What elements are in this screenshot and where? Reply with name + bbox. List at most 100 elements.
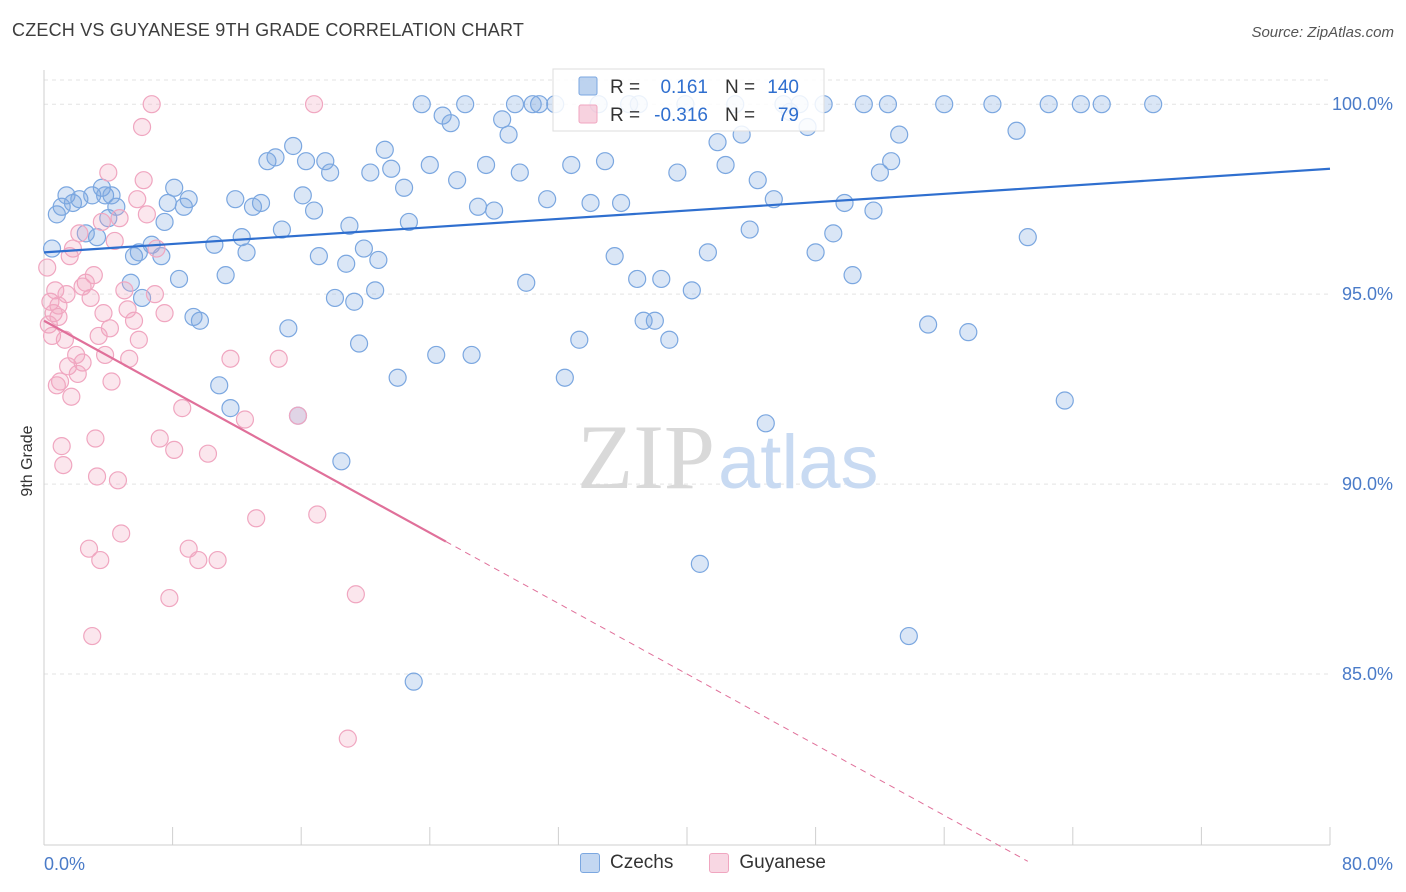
czech-point: [293, 186, 312, 205]
czech-point: [570, 330, 589, 349]
czech-point: [121, 273, 140, 292]
x-tick-label-end: 80.0%: [1342, 854, 1393, 874]
guyanese-point: [87, 467, 107, 486]
guyanese-point: [142, 95, 161, 114]
legend-swatch-czechs-top: [578, 76, 598, 96]
czech-point: [748, 171, 767, 190]
czech-point: [337, 254, 356, 273]
czech-point: [366, 281, 385, 300]
czech-point: [456, 95, 475, 114]
czech-point: [959, 323, 978, 342]
guyanese-point: [346, 585, 365, 604]
czech-point: [824, 224, 843, 243]
legend-r-label: R =: [610, 77, 640, 98]
legend-swatch-guyanese-top: [578, 104, 598, 124]
guyanese-point: [208, 550, 227, 570]
czech-point: [210, 376, 229, 395]
legend-box: R = 0.161 N = 140 R = -0.316 N = 79: [552, 68, 825, 132]
legend-item-guyanese: Guyanese: [709, 852, 826, 874]
czech-point: [562, 155, 581, 175]
czech-point: [179, 190, 198, 209]
trend-lines: [43, 167, 1331, 862]
czech-point: [399, 212, 419, 232]
czech-point: [332, 452, 351, 471]
guyanese-point: [52, 437, 71, 456]
czech-point: [375, 140, 394, 159]
guyanese-point: [269, 349, 288, 368]
czech-point: [708, 133, 727, 152]
legend-swatch-guyanese: [709, 853, 730, 873]
guyanese-point: [84, 266, 103, 285]
guyanese-point: [155, 304, 174, 323]
czech-point: [107, 197, 126, 216]
czech-point: [595, 152, 615, 171]
grid-lines: [44, 79, 1330, 675]
czech-point: [412, 95, 431, 114]
czech-point: [668, 163, 687, 182]
czech-point: [1071, 95, 1090, 114]
czech-point: [102, 186, 121, 205]
czech-point: [272, 220, 292, 239]
guyanese-point: [134, 171, 153, 190]
guyanese-point: [235, 410, 255, 429]
guyanese-point: [83, 626, 102, 646]
czech-point: [321, 163, 340, 182]
czech-point: [935, 95, 954, 114]
czech-point: [756, 414, 775, 433]
czech-point: [394, 178, 414, 197]
guyanese-point: [68, 364, 87, 384]
chart-title: CZECH VS GUYANESE 9TH GRADE CORRELATION …: [12, 20, 525, 40]
guyanese-point: [99, 163, 118, 182]
czech-point: [345, 292, 364, 311]
czech-point: [404, 672, 423, 691]
data-points: [38, 95, 1163, 748]
watermark-atlas: atlas: [718, 420, 879, 505]
legend-label-czechs: Czechs: [610, 852, 674, 873]
czech-point: [42, 239, 62, 258]
legend-item-czechs: Czechs: [580, 852, 673, 874]
guyanese-point: [247, 509, 266, 528]
guyanese-point: [147, 239, 166, 258]
czech-point: [340, 216, 359, 235]
y-axis-title: 9th Grade: [19, 425, 36, 496]
guyanese-point: [67, 345, 86, 365]
czech-point: [485, 201, 504, 220]
czech-point: [237, 243, 256, 262]
czech-point: [441, 114, 460, 133]
czech-point: [205, 235, 224, 254]
guyanese-point: [54, 455, 73, 475]
czech-point: [1055, 391, 1074, 410]
guyanese-point: [46, 281, 65, 300]
czech-point: [216, 266, 235, 285]
guyanese-point: [105, 231, 124, 251]
czech-point: [462, 345, 481, 365]
guyanese-point: [91, 550, 110, 570]
czech-point: [420, 155, 439, 175]
czech-point: [251, 193, 271, 213]
czech-point: [1092, 95, 1111, 114]
czech-point: [843, 266, 862, 285]
czech-point: [158, 193, 177, 213]
czech-point: [304, 201, 324, 220]
czech-point: [716, 155, 735, 175]
czech-point: [854, 95, 873, 114]
czech-point: [555, 368, 574, 387]
czech-point: [76, 224, 95, 243]
czech-point: [878, 95, 898, 114]
czech-point: [645, 311, 664, 330]
guyanese-point: [38, 258, 57, 277]
guyanese-point: [160, 588, 179, 608]
tick-labels: 85.0% 90.0% 95.0% 100.0% 0.0% 80.0%: [44, 94, 1393, 874]
legend-swatch-czechs: [580, 853, 600, 873]
czech-point: [155, 212, 174, 232]
guyanese-point: [137, 205, 156, 224]
guyanese-point: [57, 285, 76, 304]
legend-label-guyanese: Guyanese: [739, 852, 826, 873]
watermark-zip: ZIP: [577, 406, 715, 508]
czech-point: [388, 368, 407, 387]
guyanese-point: [89, 326, 108, 346]
guyanese-point: [70, 224, 89, 243]
legend-n-value: 79: [778, 105, 799, 126]
guyanese-point: [129, 330, 148, 349]
guyanese-point: [221, 349, 240, 368]
